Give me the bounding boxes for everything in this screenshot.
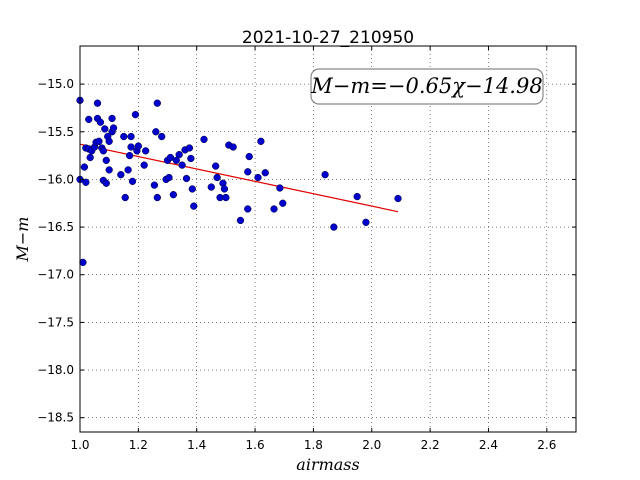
data-point — [127, 132, 135, 141]
x-tick-label: 1.6 — [246, 438, 265, 452]
data-point — [165, 173, 173, 182]
y-tick-label: −15.0 — [37, 77, 74, 91]
annotation-box — [310, 68, 544, 105]
y-axis-label: M−m — [13, 217, 32, 263]
data-point — [121, 193, 129, 202]
x-tick-label: 1.4 — [187, 438, 206, 452]
y-tick-label: −18.0 — [37, 363, 74, 377]
data-point — [229, 143, 237, 151]
data-point — [141, 147, 150, 155]
data-point — [172, 156, 180, 165]
data-point — [213, 173, 221, 182]
data-point — [105, 166, 113, 174]
data-point — [109, 124, 118, 132]
data-point — [222, 193, 230, 202]
data-point — [105, 137, 113, 145]
data-point — [93, 99, 102, 107]
data-point — [276, 184, 284, 192]
data-point — [207, 183, 215, 191]
y-tick-label: −16.0 — [37, 172, 74, 186]
y-tick-label: −17.0 — [37, 268, 74, 282]
x-axis-label: airmass — [296, 455, 359, 474]
data-point — [99, 147, 107, 155]
data-point — [158, 132, 166, 141]
data-point — [244, 168, 252, 176]
data-point — [220, 185, 229, 193]
x-tick-label: 1.0 — [70, 438, 89, 452]
data-point — [96, 118, 105, 126]
data-point — [257, 137, 265, 145]
y-tick-label: −17.5 — [37, 315, 74, 329]
plot-area — [80, 46, 576, 432]
data-point — [82, 178, 90, 186]
data-point — [127, 143, 135, 151]
chart-title: 2021-10-27_210950 — [242, 28, 414, 48]
data-point — [102, 156, 110, 165]
x-tick-label: 2.4 — [479, 438, 498, 452]
data-point — [128, 177, 137, 185]
data-point — [254, 173, 262, 182]
data-point — [117, 171, 125, 179]
fit-equation-annotation: M−m=−0.65χ−14.98 — [310, 74, 542, 98]
data-point — [394, 194, 402, 203]
data-point — [85, 115, 93, 124]
data-point — [175, 151, 183, 159]
data-point — [124, 166, 132, 174]
data-point — [236, 216, 245, 225]
data-point — [188, 185, 196, 193]
plot-frame — [79, 45, 577, 433]
data-point — [182, 174, 191, 183]
y-tick-label: −15.5 — [37, 125, 74, 139]
data-point — [353, 192, 361, 201]
data-point — [187, 154, 195, 163]
y-tick-label: −16.5 — [37, 220, 74, 234]
x-tick-label: 2.0 — [362, 438, 381, 452]
y-tick-label: −18.5 — [37, 411, 74, 425]
x-tick-label: 1.8 — [304, 438, 323, 452]
data-point — [153, 99, 161, 107]
x-tick-label: 2.2 — [421, 438, 440, 452]
data-point — [125, 151, 134, 160]
data-point — [261, 169, 269, 177]
data-point — [200, 135, 208, 144]
data-point — [244, 205, 252, 213]
data-point — [79, 258, 87, 267]
data-point — [190, 202, 198, 210]
data-point — [150, 181, 159, 189]
data-point — [86, 153, 94, 162]
data-point — [101, 125, 109, 133]
data-points — [76, 96, 402, 267]
x-tick-label: 2.6 — [537, 438, 556, 452]
data-point — [279, 199, 287, 207]
axis-ticks: 1.0 1.2 1.4 1.6 1.8 2.0 2.2 2.4 2.6 −15.0 −15.5 −16… — [37, 46, 576, 452]
data-point — [245, 152, 253, 161]
data-point — [212, 162, 220, 170]
data-point — [169, 191, 178, 199]
data-point — [102, 179, 110, 187]
data-point — [362, 218, 370, 226]
data-point — [95, 137, 103, 145]
data-point — [134, 142, 143, 150]
data-point — [270, 205, 278, 213]
data-point — [108, 114, 116, 123]
data-point — [178, 161, 186, 169]
x-tick-label: 1.2 — [129, 438, 148, 452]
data-point — [185, 144, 194, 152]
data-point — [153, 193, 161, 202]
data-point — [131, 110, 140, 119]
data-point — [120, 132, 128, 141]
data-point — [80, 163, 89, 171]
data-point — [321, 171, 329, 179]
data-point — [330, 223, 338, 231]
data-point — [140, 161, 148, 169]
data-point — [166, 153, 175, 162]
data-point — [152, 128, 160, 136]
